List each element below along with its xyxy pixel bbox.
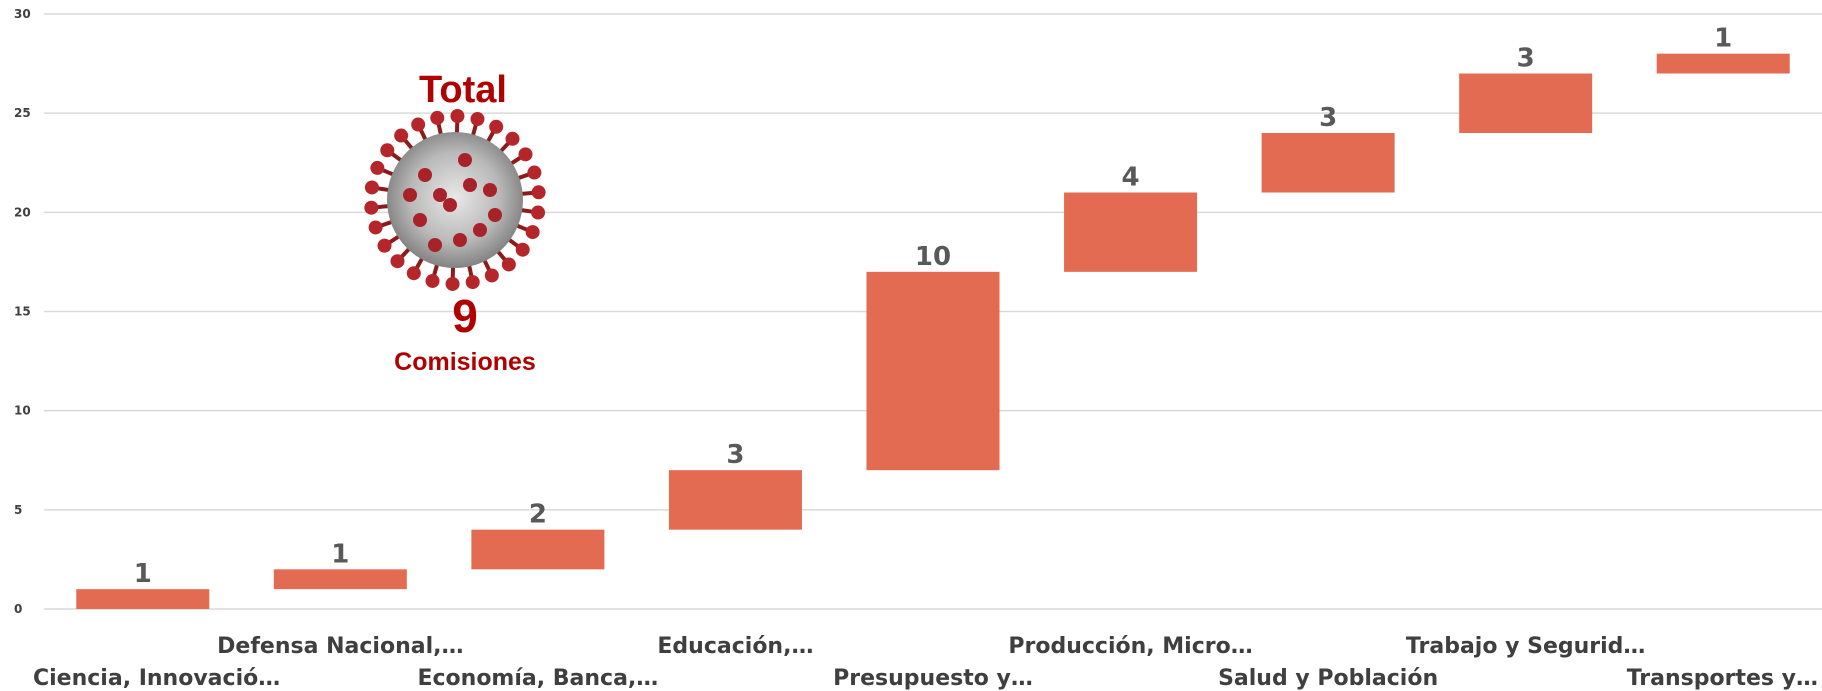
overlay-heading: Total xyxy=(419,69,507,111)
x-category-label: Defensa Nacional,… xyxy=(217,634,463,659)
virus-spot xyxy=(428,238,442,252)
data-label: 4 xyxy=(1122,163,1140,193)
spike-tip xyxy=(425,273,440,288)
data-label: 1 xyxy=(1714,24,1732,54)
bar xyxy=(273,569,407,590)
total-overlay: Total 9 Comisiones xyxy=(364,69,546,376)
x-category-label: Ciencia, Innovació… xyxy=(33,666,280,691)
coronavirus-image xyxy=(364,109,546,291)
virus-spot xyxy=(413,213,427,227)
virus-spot xyxy=(488,208,502,222)
virus-spot xyxy=(433,188,447,202)
x-category-label: Salud y Población xyxy=(1218,666,1438,691)
spike-tip xyxy=(411,117,426,132)
virus-spot xyxy=(483,183,497,197)
x-category-label: Presupuesto y… xyxy=(833,666,1033,691)
data-labels: 1 1 2 3 10 4 3 3 1 xyxy=(134,24,1733,590)
bar xyxy=(471,529,605,570)
spike-tip xyxy=(450,109,465,124)
y-tick-label: 20 xyxy=(14,205,31,219)
virus-spot xyxy=(418,168,432,182)
y-tick-label: 5 xyxy=(14,503,22,517)
bar xyxy=(668,470,802,530)
virus-spot xyxy=(458,153,472,167)
y-tick-label: 15 xyxy=(14,305,31,319)
spike-tip xyxy=(525,225,540,240)
bar xyxy=(76,589,210,609)
bar xyxy=(866,271,1000,471)
spike-tip xyxy=(364,180,379,195)
bars xyxy=(76,53,1790,609)
y-axis-ticks: 0 5 10 15 20 25 30 xyxy=(14,7,31,616)
bar xyxy=(1656,53,1790,74)
spike-tip xyxy=(377,238,392,253)
bar xyxy=(1064,192,1198,272)
x-category-label: Transportes y… xyxy=(1627,666,1818,691)
spike-tip xyxy=(380,143,395,158)
virus-spot xyxy=(463,178,477,192)
data-label: 2 xyxy=(529,500,547,530)
bar xyxy=(1261,133,1395,193)
spike-tip xyxy=(368,220,383,235)
spike-tip xyxy=(527,165,542,180)
spike-tip xyxy=(370,160,385,175)
overlay-count: 9 xyxy=(452,290,478,342)
spike-tip xyxy=(470,112,485,127)
y-tick-label: 30 xyxy=(14,7,31,21)
spike-tip xyxy=(515,242,530,257)
spike-tip xyxy=(518,147,533,162)
virus-body xyxy=(387,132,523,268)
x-axis-labels: Ciencia, Innovació… Defensa Nacional,… Eco… xyxy=(33,634,1818,691)
spike-tip xyxy=(489,119,504,134)
data-label: 3 xyxy=(1517,44,1535,74)
spike-tip xyxy=(505,131,520,146)
data-label: 3 xyxy=(726,440,744,470)
x-category-label: Trabajo y Segurid… xyxy=(1406,634,1646,659)
y-tick-label: 10 xyxy=(14,404,31,418)
spike-tip xyxy=(531,205,546,220)
overlay-caption: Comisiones xyxy=(394,348,536,376)
virus-spot xyxy=(443,198,457,212)
spike-tip xyxy=(484,268,499,283)
data-label: 10 xyxy=(915,242,951,272)
bar xyxy=(1459,73,1593,133)
y-tick-label: 0 xyxy=(14,602,22,616)
spike-tip xyxy=(390,254,405,269)
virus-spot xyxy=(473,223,487,237)
data-label: 1 xyxy=(331,539,349,569)
spike-tip xyxy=(501,257,516,272)
x-category-label: Educación,… xyxy=(657,634,813,659)
virus-spot xyxy=(403,188,417,202)
spike-tip xyxy=(445,276,460,291)
spike-tip xyxy=(430,110,445,125)
data-label: 3 xyxy=(1319,103,1337,133)
y-tick-label: 25 xyxy=(14,106,31,120)
spike-tip xyxy=(465,275,480,290)
spike-tip xyxy=(406,266,421,281)
data-label: 1 xyxy=(134,559,152,589)
virus-spot xyxy=(453,233,467,247)
spike-tip xyxy=(394,128,409,143)
spike-tip xyxy=(364,200,379,215)
x-category-label: Economía, Banca,… xyxy=(417,666,658,691)
x-category-label: Producción, Micro… xyxy=(1008,634,1252,659)
spike-tip xyxy=(531,185,546,200)
